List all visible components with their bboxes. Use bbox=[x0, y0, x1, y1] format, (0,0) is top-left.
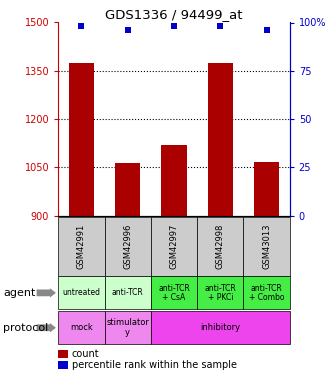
Text: percentile rank within the sample: percentile rank within the sample bbox=[72, 360, 236, 370]
Bar bbox=[161, 145, 187, 216]
Text: GSM43013: GSM43013 bbox=[262, 224, 271, 269]
Bar bbox=[58, 217, 105, 276]
Bar bbox=[58, 276, 105, 309]
Text: GSM42997: GSM42997 bbox=[169, 224, 178, 269]
Point bbox=[171, 23, 176, 29]
Bar bbox=[105, 217, 151, 276]
Text: anti-TCR
+ Combo: anti-TCR + Combo bbox=[249, 284, 284, 302]
Text: protocol: protocol bbox=[3, 323, 49, 333]
Point bbox=[218, 23, 223, 29]
Text: anti-TCR
+ PKCi: anti-TCR + PKCi bbox=[204, 284, 236, 302]
Text: anti-TCR
+ CsA: anti-TCR + CsA bbox=[158, 284, 190, 302]
Bar bbox=[115, 163, 141, 216]
Text: untreated: untreated bbox=[62, 288, 101, 297]
Point bbox=[125, 27, 131, 33]
Text: stimulator
y: stimulator y bbox=[106, 318, 149, 337]
Bar bbox=[105, 276, 151, 309]
Text: inhibitory: inhibitory bbox=[200, 323, 240, 332]
Bar bbox=[243, 276, 290, 309]
Bar bbox=[58, 350, 68, 358]
Bar bbox=[151, 311, 290, 344]
Bar bbox=[243, 217, 290, 276]
Text: GSM42998: GSM42998 bbox=[216, 224, 225, 269]
Text: mock: mock bbox=[70, 323, 93, 332]
Point bbox=[264, 27, 269, 33]
Text: agent: agent bbox=[3, 288, 36, 298]
Bar bbox=[197, 276, 243, 309]
Bar bbox=[207, 63, 233, 216]
Text: anti-TCR: anti-TCR bbox=[112, 288, 144, 297]
Bar bbox=[151, 276, 197, 309]
Bar bbox=[58, 361, 68, 369]
Point bbox=[79, 23, 84, 29]
Text: GSM42996: GSM42996 bbox=[123, 224, 132, 269]
Text: GSM42991: GSM42991 bbox=[77, 224, 86, 269]
Bar bbox=[58, 311, 105, 344]
Bar bbox=[197, 217, 243, 276]
Text: count: count bbox=[72, 349, 99, 358]
Bar bbox=[105, 311, 151, 344]
FancyArrow shape bbox=[37, 323, 56, 333]
Title: GDS1336 / 94499_at: GDS1336 / 94499_at bbox=[105, 8, 243, 21]
Bar bbox=[254, 162, 279, 216]
Bar bbox=[69, 63, 94, 216]
FancyArrow shape bbox=[37, 288, 56, 298]
Bar bbox=[151, 217, 197, 276]
